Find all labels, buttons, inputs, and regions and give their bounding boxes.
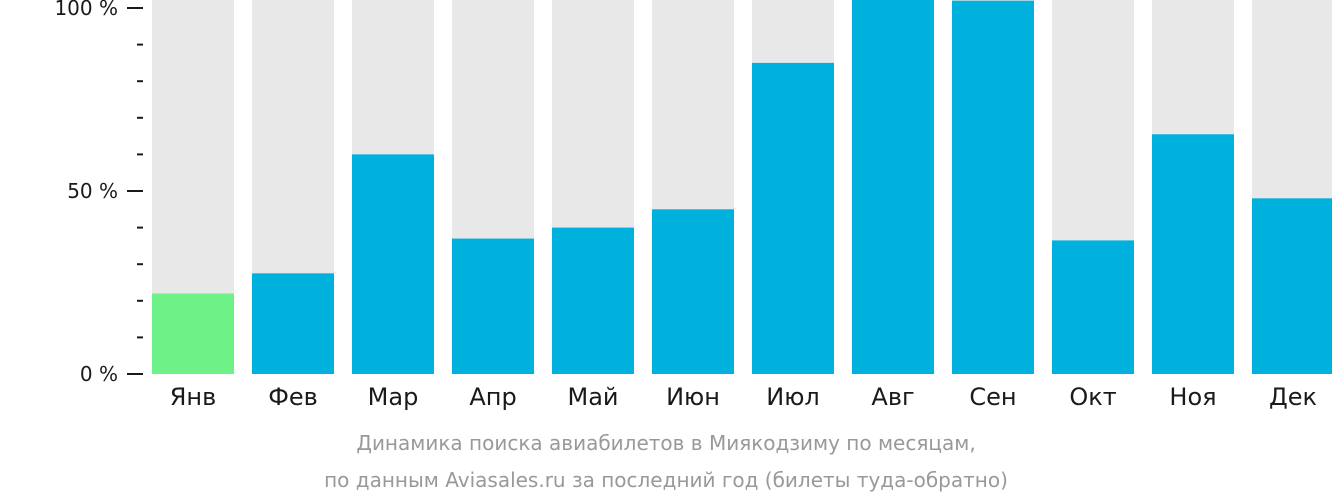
bar-11	[1152, 134, 1234, 374]
bar-10	[1052, 240, 1134, 374]
bar-2	[252, 273, 334, 374]
chart-caption-line-2: по данным Aviasales.ru за последний год …	[324, 468, 1008, 492]
bar-7	[752, 62, 834, 375]
x-tick-label-11: Ноя	[1169, 383, 1216, 411]
x-tick-label-5: Май	[567, 383, 618, 411]
x-tick-label-9: Сен	[969, 383, 1016, 411]
x-tick-label-12: Дек	[1269, 383, 1317, 411]
bar-9	[952, 0, 1034, 375]
bar-8	[852, 0, 934, 374]
bar-1	[152, 293, 234, 374]
bar-3	[352, 154, 434, 374]
y-tick-label-2: 50 %	[67, 179, 118, 203]
bar-4	[452, 238, 534, 374]
x-tick-label-4: Апр	[469, 383, 516, 411]
bar-6	[652, 209, 734, 374]
x-tick-label-2: Фев	[268, 383, 318, 411]
bar-5	[552, 227, 634, 374]
x-tick-label-3: Мар	[368, 383, 419, 411]
chart-caption-line-1: Динамика поиска авиабилетов в Миякодзиму…	[356, 431, 976, 455]
bar-chart: 0 % 50 % 100 % Янв Фев Мар Апр Май Июн Июл Авг Сен О…	[54, 0, 1332, 411]
x-tick-label-6: Июн	[666, 383, 720, 411]
x-tick-label-7: Июл	[766, 383, 820, 411]
bar-12	[1252, 198, 1332, 374]
y-tick-label-1: 0 %	[80, 362, 118, 386]
x-tick-label-8: Авг	[871, 383, 914, 411]
x-tick-label-10: Окт	[1069, 383, 1116, 411]
x-tick-label-1: Янв	[170, 383, 217, 411]
y-tick-label-3: 100 %	[54, 0, 118, 20]
